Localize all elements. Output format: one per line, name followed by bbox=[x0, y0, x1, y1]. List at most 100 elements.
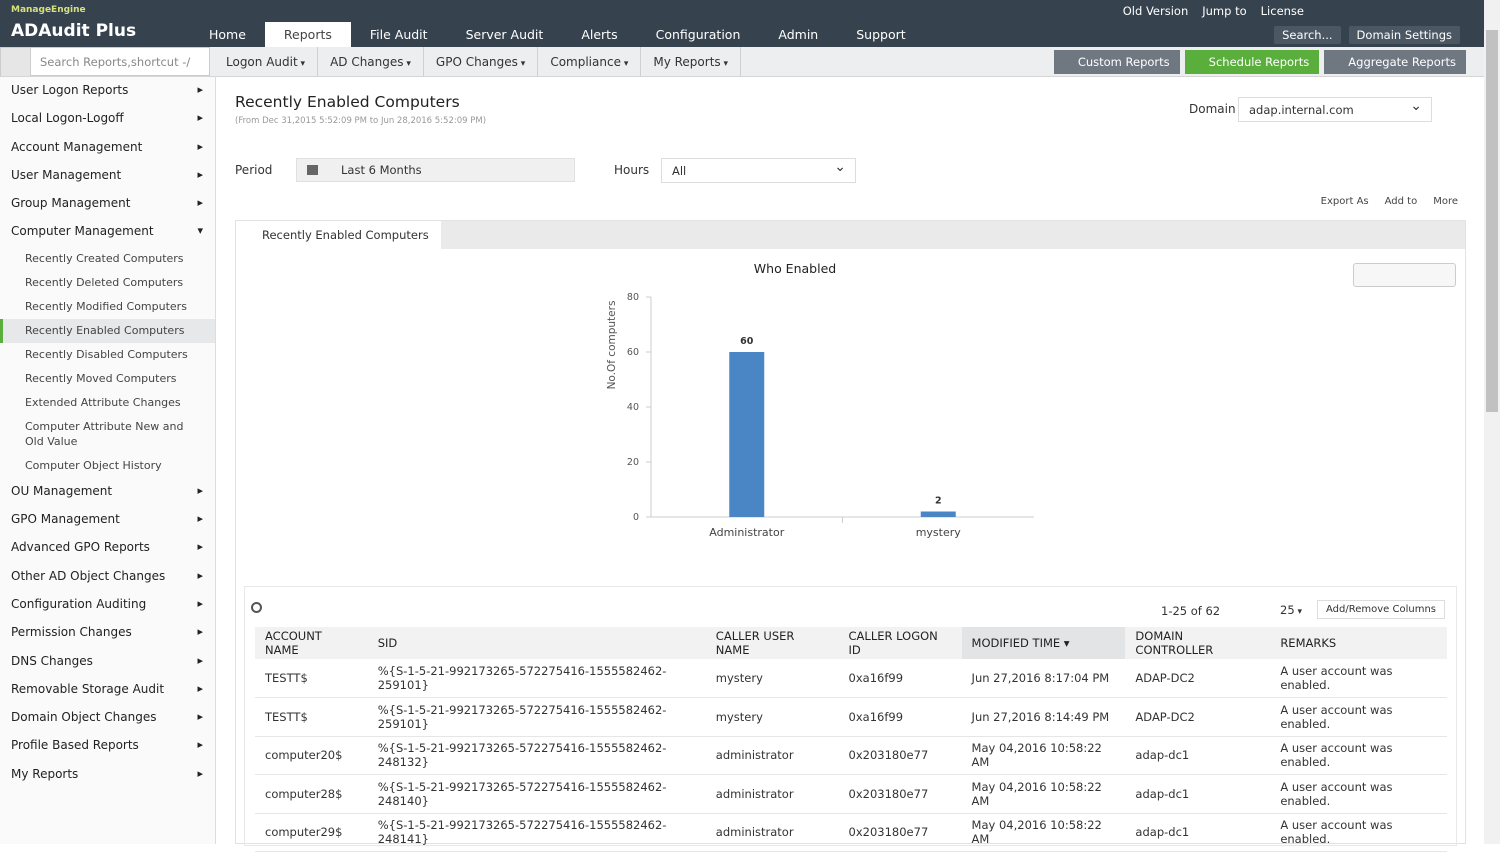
menu-group[interactable]: Local Logon-Logoff bbox=[0, 105, 215, 133]
top-button[interactable]: Domain Settings bbox=[1349, 26, 1460, 44]
menu-group[interactable]: Group Management bbox=[0, 190, 215, 218]
table-cell: TESTT$ bbox=[255, 698, 368, 737]
menu-group[interactable]: My Reports bbox=[0, 761, 215, 789]
column-header[interactable]: REMARKS bbox=[1270, 627, 1447, 659]
nav-tab[interactable]: File Audit bbox=[351, 22, 447, 47]
menu-group[interactable]: Account Management bbox=[0, 134, 215, 162]
domain-select[interactable]: adap.internal.com bbox=[1238, 97, 1432, 122]
report-title: Recently Enabled Computers bbox=[235, 93, 460, 111]
menu-item[interactable]: Recently Enabled Computers bbox=[0, 319, 215, 343]
menu-group[interactable]: Other AD Object Changes bbox=[0, 563, 215, 591]
table-cell: computer20$ bbox=[255, 736, 368, 775]
table-cell: A user account was enabled. bbox=[1270, 698, 1447, 737]
table-cell: %{S-1-5-21-992173265-572275416-155558246… bbox=[368, 659, 706, 698]
nav-tab[interactable]: Reports bbox=[265, 22, 351, 47]
table-panel: 1-25 of 62 25 Add/Remove Columns ACCOUNT… bbox=[244, 586, 1457, 846]
menu-item[interactable]: Extended Attribute Changes bbox=[0, 391, 215, 415]
table-cell: mystery bbox=[706, 659, 839, 698]
top-link[interactable]: Old Version bbox=[1123, 4, 1189, 18]
top-button[interactable]: Search... bbox=[1274, 26, 1340, 44]
menu-group[interactable]: DNS Changes bbox=[0, 648, 215, 676]
menu-item[interactable]: Computer Object History bbox=[0, 454, 215, 478]
sub-nav-item[interactable]: GPO Changes bbox=[424, 47, 538, 77]
menu-item[interactable]: Recently Deleted Computers bbox=[0, 271, 215, 295]
search-placeholder: Search Reports,shortcut -/ bbox=[40, 55, 190, 69]
data-table: ACCOUNT NAMESIDCALLER USER NAMECALLER LO… bbox=[255, 627, 1447, 852]
top-link[interactable]: License bbox=[1261, 4, 1304, 18]
menu-group[interactable]: User Logon Reports bbox=[0, 77, 215, 105]
menu-item[interactable]: Recently Modified Computers bbox=[0, 295, 215, 319]
menu-group[interactable]: User Management bbox=[0, 162, 215, 190]
table-row: computer28$%{S-1-5-21-992173265-57227541… bbox=[255, 775, 1447, 814]
menu-item[interactable]: Recently Disabled Computers bbox=[0, 343, 215, 367]
report-buttons: Custom ReportsSchedule ReportsAggregate … bbox=[1054, 50, 1466, 74]
period-select[interactable]: Last 6 Months bbox=[296, 158, 575, 182]
nav-tab[interactable]: Admin bbox=[759, 22, 837, 47]
menu-group[interactable]: Computer Management bbox=[0, 218, 215, 246]
table-cell: administrator bbox=[706, 813, 839, 852]
column-header[interactable]: CALLER USER NAME bbox=[706, 627, 839, 659]
action[interactable]: Export As bbox=[1321, 196, 1369, 207]
report-button[interactable]: Aggregate Reports bbox=[1324, 50, 1466, 74]
hours-select[interactable]: All bbox=[661, 158, 856, 183]
table-cell: Jun 27,2016 8:14:49 PM bbox=[962, 698, 1126, 737]
table-cell: ADAP-DC2 bbox=[1125, 659, 1270, 698]
menu-group[interactable]: Profile Based Reports bbox=[0, 732, 215, 760]
product[interactable]: ADAudit Plus bbox=[11, 21, 136, 41]
menu-item[interactable]: Recently Created Computers bbox=[0, 247, 215, 271]
y-tick-label: 40 bbox=[627, 402, 639, 413]
table-cell: computer28$ bbox=[255, 775, 368, 814]
column-header[interactable]: DOMAIN CONTROLLER bbox=[1125, 627, 1270, 659]
menu-group[interactable]: Removable Storage Audit bbox=[0, 676, 215, 704]
content: Recently Enabled Computers (From Dec 31,… bbox=[217, 77, 1484, 844]
table-cell: %{S-1-5-21-992173265-572275416-155558246… bbox=[368, 698, 706, 737]
menu-group[interactable]: Domain Object Changes bbox=[0, 704, 215, 732]
action[interactable]: Add to bbox=[1385, 196, 1418, 207]
top-buttons: Search... Domain Settings bbox=[1274, 26, 1460, 44]
menu-group[interactable]: OU Management bbox=[0, 478, 215, 506]
action[interactable]: More bbox=[1433, 196, 1458, 207]
table-cell: ADAP-DC2 bbox=[1125, 698, 1270, 737]
table-cell: %{S-1-5-21-992173265-572275416-155558246… bbox=[368, 813, 706, 852]
table-cell: adap-dc1 bbox=[1125, 736, 1270, 775]
nav-tab[interactable]: Server Audit bbox=[447, 22, 563, 47]
column-header[interactable]: CALLER LOGON ID bbox=[839, 627, 962, 659]
x-tick-label: Administrator bbox=[709, 526, 784, 539]
table-cell: Jun 27,2016 8:17:04 PM bbox=[962, 659, 1126, 698]
sub-nav-item[interactable]: AD Changes bbox=[318, 47, 424, 77]
bar bbox=[921, 512, 956, 518]
column-header[interactable]: SID bbox=[368, 627, 706, 659]
panel-tab[interactable]: Recently Enabled Computers bbox=[236, 221, 441, 250]
top-link[interactable]: Jump to bbox=[1202, 4, 1246, 18]
nav-tab[interactable]: Configuration bbox=[637, 22, 760, 47]
sub-nav-item[interactable]: My Reports bbox=[641, 47, 741, 77]
menu-group[interactable]: Advanced GPO Reports bbox=[0, 534, 215, 562]
menu-item[interactable]: Recently Moved Computers bbox=[0, 367, 215, 391]
add-remove-columns[interactable]: Add/Remove Columns bbox=[1317, 600, 1445, 619]
table-cell: A user account was enabled. bbox=[1270, 813, 1447, 852]
report-button[interactable]: Schedule Reports bbox=[1185, 50, 1320, 74]
menu-group[interactable]: GPO Management bbox=[0, 506, 215, 534]
menu-item[interactable]: Computer Attribute New and Old Value bbox=[0, 415, 215, 454]
report-panel: Recently Enabled Computers Who Enabled N… bbox=[235, 220, 1466, 844]
y-axis-label: No.Of computers bbox=[606, 301, 618, 390]
y-tick-label: 0 bbox=[633, 512, 639, 523]
table-cell: A user account was enabled. bbox=[1270, 775, 1447, 814]
menu-group[interactable]: Configuration Auditing bbox=[0, 591, 215, 619]
table-search[interactable] bbox=[251, 602, 262, 613]
sub-nav-item[interactable]: Compliance bbox=[538, 47, 641, 77]
report-button[interactable]: Custom Reports bbox=[1054, 50, 1180, 74]
sub-nav-item[interactable]: Logon Audit bbox=[214, 47, 318, 77]
scroll-thumb[interactable] bbox=[1486, 30, 1498, 412]
search-icon bbox=[1, 48, 31, 76]
nav-tab[interactable]: Alerts bbox=[562, 22, 636, 47]
chart-tools[interactable] bbox=[1353, 263, 1456, 287]
search-box[interactable]: Search Reports,shortcut -/ bbox=[0, 47, 210, 76]
column-header[interactable]: MODIFIED TIME bbox=[962, 627, 1126, 659]
page-size[interactable]: 25 bbox=[1280, 603, 1302, 617]
nav-tab[interactable]: Home bbox=[190, 22, 265, 47]
menu-group[interactable]: Permission Changes bbox=[0, 619, 215, 647]
nav-tab[interactable]: Support bbox=[837, 22, 924, 47]
company: ManageEngine bbox=[11, 5, 86, 15]
column-header[interactable]: ACCOUNT NAME bbox=[255, 627, 368, 659]
